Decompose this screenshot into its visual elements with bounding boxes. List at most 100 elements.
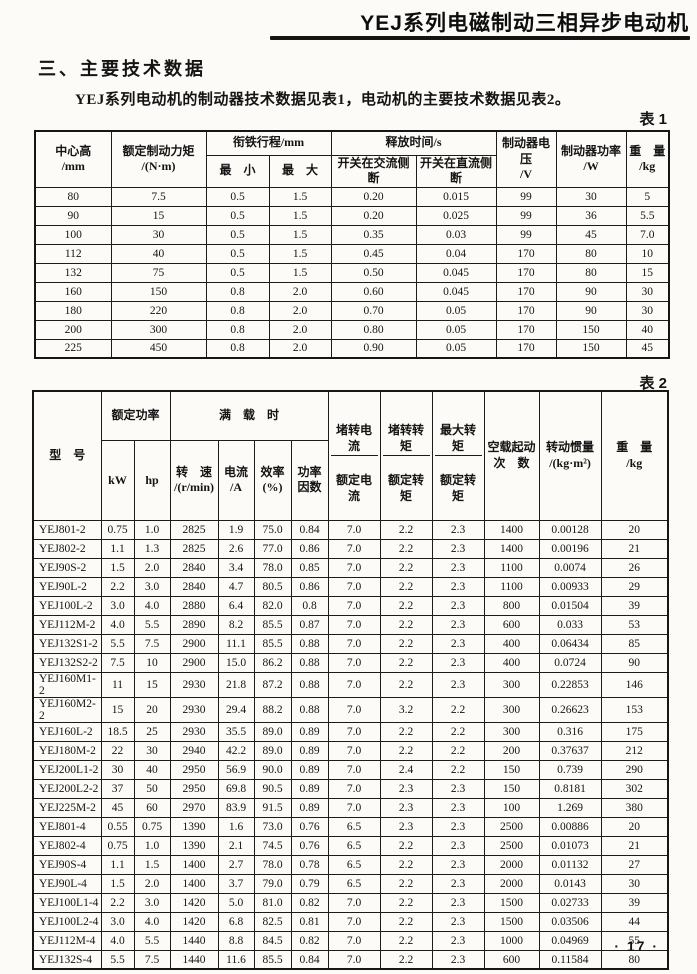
row-key-cell: YEJ90S-4	[32, 854, 102, 875]
value-cell: 170	[495, 300, 557, 321]
value-cell: 0.76	[290, 835, 329, 856]
value-cell: 20	[600, 816, 669, 837]
value-cell: 2930	[169, 721, 219, 742]
value-cell: 0.8	[205, 319, 270, 340]
value-cell: 2.2	[431, 740, 485, 761]
row-key-cell: 80	[34, 186, 112, 207]
value-cell: 7.0	[327, 949, 381, 970]
value-cell: 3.0	[133, 576, 171, 597]
value-cell: 73.0	[253, 816, 292, 837]
value-cell: 5.5	[100, 949, 135, 970]
value-cell: 3.0	[100, 595, 135, 616]
value-cell: 2.2	[379, 538, 433, 559]
value-cell: 2.2	[379, 835, 433, 856]
value-cell: 1.5	[100, 557, 135, 578]
value-cell: 0.5	[205, 243, 270, 264]
table-row: YEJ112M-4 4.0 5.5 1440 8.8 84.5 0.82 7.0 2.2 2.3 1…	[32, 930, 669, 951]
fraction: 堵转电流 额定电流	[330, 408, 378, 520]
value-cell: 0.02733	[538, 892, 602, 913]
value-cell: 77.0	[253, 538, 292, 559]
value-cell: 90	[555, 300, 627, 321]
row-key-cell: YEJ90S-2	[32, 557, 102, 578]
value-cell: 2.2	[379, 873, 433, 894]
table-row: YEJ160M2-2 15 20 2930 29.4 88.2 0.88 7.0 3.2 2.2 3…	[32, 696, 669, 723]
value-cell: 2880	[169, 595, 219, 616]
table-row: YEJ802-2 1.1 1.3 2825 2.6 77.0 0.86 7.0 2.2 2.3 14…	[32, 538, 669, 559]
value-cell: 2840	[169, 557, 219, 578]
value-cell: 36	[555, 205, 627, 226]
value-cell: 0.88	[290, 652, 329, 673]
value-cell: 0.03506	[538, 911, 602, 932]
value-cell: 2.4	[379, 759, 433, 780]
value-cell: 1500	[483, 892, 540, 913]
value-cell: 1.6	[217, 816, 255, 837]
value-cell: 2930	[169, 671, 219, 698]
table-row: YEJ90L-2 2.2 3.0 2840 4.7 80.5 0.86 7.0 2.2 2.3 11…	[32, 576, 669, 597]
row-key-cell: 225	[34, 338, 112, 359]
value-cell: 1390	[169, 816, 219, 837]
value-cell: 8.2	[217, 614, 255, 635]
row-key-cell: 160	[34, 281, 112, 302]
value-cell: 0.35	[330, 224, 417, 245]
value-cell: 1390	[169, 835, 219, 856]
value-cell: 2.3	[431, 949, 485, 970]
value-cell: 53	[600, 614, 669, 635]
row-key-cell: YEJ160M1-2	[32, 671, 102, 698]
value-cell: 2900	[169, 633, 219, 654]
value-cell: 0.37637	[538, 740, 602, 761]
value-cell: 212	[600, 740, 669, 761]
value-cell: 302	[600, 778, 669, 799]
value-cell: 4.0	[133, 911, 171, 932]
value-cell: 8.8	[217, 930, 255, 951]
col-header-moment-of-inertia: 转动惯量 /(kg·m²)	[538, 390, 602, 521]
table-row: 132 75 0.5 1.5 0.50 0.045 170 80 15	[34, 262, 670, 283]
table-row: YEJ801-2 0.75 1.0 2825 1.9 75.0 0.84 7.0 2.2 2.3 1…	[32, 519, 669, 540]
value-cell: 15.0	[217, 652, 255, 673]
table-row: YEJ100L2-4 3.0 4.0 1420 6.8 82.5 0.81 7.0 2.2 2.3…	[32, 911, 669, 932]
table-row: YEJ100L1-4 2.2 3.0 1420 5.0 81.0 0.82 7.0 2.2 2.3…	[32, 892, 669, 913]
value-cell: 11.1	[217, 633, 255, 654]
table-row: YEJ200L1-2 30 40 2950 56.9 90.0 0.89 7.0 2.4 2.2 1…	[32, 759, 669, 780]
table-row: 160 150 0.8 2.0 0.60 0.045 170 90 30	[34, 281, 670, 302]
value-cell: 5	[625, 186, 670, 207]
value-cell: 7.0	[327, 930, 381, 951]
value-cell: 150	[555, 319, 627, 340]
value-cell: 2.2	[100, 892, 135, 913]
value-cell: 2.2	[379, 721, 433, 742]
table-row: YEJ90S-4 1.1 1.5 1400 2.7 78.0 0.78 6.5 2.2 2.3 20…	[32, 854, 669, 875]
value-cell: 82.5	[253, 911, 292, 932]
value-cell: 0.89	[290, 778, 329, 799]
value-cell: 0.8	[290, 595, 329, 616]
value-cell: 1440	[169, 930, 219, 951]
value-cell: 170	[495, 243, 557, 264]
brake-technical-data-table: 中心高 /mm 额定制动力矩 /(N·m) 衔铁行程/mm 释放时间/s 制动器…	[34, 130, 671, 360]
value-cell: 7.0	[327, 538, 381, 559]
value-cell: 0.82	[290, 892, 329, 913]
value-cell: 1400	[483, 538, 540, 559]
value-cell: 7.0	[327, 797, 381, 818]
value-cell: 0.85	[290, 557, 329, 578]
table-row: YEJ132S2-2 7.5 10 2900 15.0 86.2 0.88 7.0 2.2 2.3…	[32, 652, 669, 673]
row-key-cell: YEJ90L-4	[32, 873, 102, 894]
value-cell: 600	[483, 949, 540, 970]
value-cell: 0.45	[330, 243, 417, 264]
value-cell: 7.0	[327, 557, 381, 578]
value-cell: 18.5	[100, 721, 135, 742]
value-cell: 0.06434	[538, 633, 602, 654]
row-key-cell: 112	[34, 243, 112, 264]
value-cell: 99	[495, 205, 557, 226]
value-cell: 7.0	[327, 671, 381, 698]
value-cell: 30	[110, 224, 207, 245]
value-cell: 0.26623	[538, 696, 602, 723]
col-header-no-load-starts: 空载起动 次 数	[483, 390, 540, 521]
value-cell: 1.1	[100, 538, 135, 559]
value-cell: 11	[100, 671, 135, 698]
value-cell: 2825	[169, 519, 219, 540]
fraction: 最大转矩 额定转矩	[434, 408, 482, 520]
value-cell: 2.2	[379, 557, 433, 578]
value-cell: 3.7	[217, 873, 255, 894]
value-cell: 0.05	[415, 319, 497, 340]
value-cell: 150	[555, 338, 627, 359]
value-cell: 7.0	[327, 759, 381, 780]
